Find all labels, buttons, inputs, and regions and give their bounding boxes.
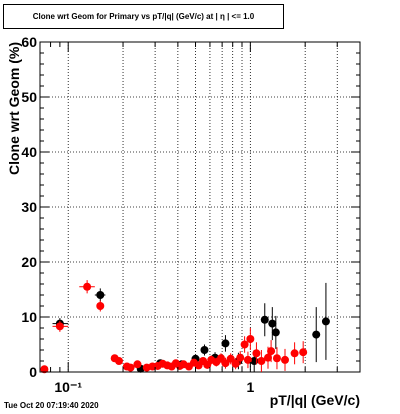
data-point xyxy=(271,328,280,337)
data-point xyxy=(252,349,261,358)
data-point xyxy=(290,349,299,358)
data-point xyxy=(268,319,277,328)
data-point xyxy=(126,363,135,372)
chart-title: Clone wrt Geom for Primary vs pT/|q| (Ge… xyxy=(3,4,284,29)
x-tick-label: 1 xyxy=(246,379,254,395)
data-point xyxy=(243,355,252,364)
x-axis-label: pT/|q| (GeV/c) xyxy=(270,392,360,408)
data-point xyxy=(200,346,209,354)
data-point xyxy=(321,317,330,326)
chart-title-text: Clone wrt Geom for Primary vs pT/|q| (Ge… xyxy=(32,12,255,21)
data-point xyxy=(260,315,269,324)
data-point xyxy=(272,354,281,363)
data-point xyxy=(40,365,49,374)
y-tick-label: 30 xyxy=(21,199,37,215)
data-point xyxy=(312,330,321,339)
data-point xyxy=(263,353,272,362)
data-point xyxy=(231,359,240,368)
data-point xyxy=(133,360,142,369)
data-point xyxy=(114,357,123,365)
data-point xyxy=(221,339,230,348)
y-tick-label: 60 xyxy=(21,34,37,50)
data-point xyxy=(55,322,64,331)
data-point xyxy=(299,348,308,357)
data-point xyxy=(226,354,235,363)
y-tick-label: 0 xyxy=(29,364,37,380)
grid-lines xyxy=(40,42,360,372)
axes: 0 10 20 30 40 50 60 10⁻¹ 1 xyxy=(21,34,361,395)
y-tick-label: 10 xyxy=(21,309,37,325)
data-point xyxy=(257,357,266,365)
data-point xyxy=(281,355,290,364)
y-axis-label: Clone wrt Geom (%) xyxy=(6,42,22,175)
data-point xyxy=(96,291,105,299)
y-tick-label: 20 xyxy=(21,254,37,270)
x-tick-label: 10⁻¹ xyxy=(54,379,82,395)
data-point xyxy=(246,335,255,343)
data-point xyxy=(96,302,105,310)
data-point xyxy=(267,347,276,356)
data-point xyxy=(221,359,230,368)
y-tick-label: 50 xyxy=(21,89,37,105)
data-point xyxy=(236,353,245,362)
data-point xyxy=(83,282,92,291)
data-point xyxy=(240,340,249,349)
timestamp-footer: Tue Oct 20 07:19:40 2020 xyxy=(4,401,99,410)
y-tick-label: 40 xyxy=(21,144,37,160)
data-points xyxy=(40,280,330,374)
